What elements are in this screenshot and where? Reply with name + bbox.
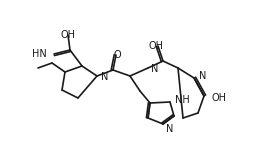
Text: NH: NH [175, 95, 190, 105]
Text: OH: OH [211, 93, 226, 103]
Text: OH: OH [148, 41, 164, 51]
Text: N: N [199, 71, 206, 81]
Text: N: N [151, 64, 158, 74]
Text: O: O [113, 50, 121, 60]
Text: HN: HN [32, 49, 47, 59]
Text: N: N [166, 124, 173, 134]
Text: N: N [101, 72, 108, 82]
Text: OH: OH [60, 30, 76, 40]
